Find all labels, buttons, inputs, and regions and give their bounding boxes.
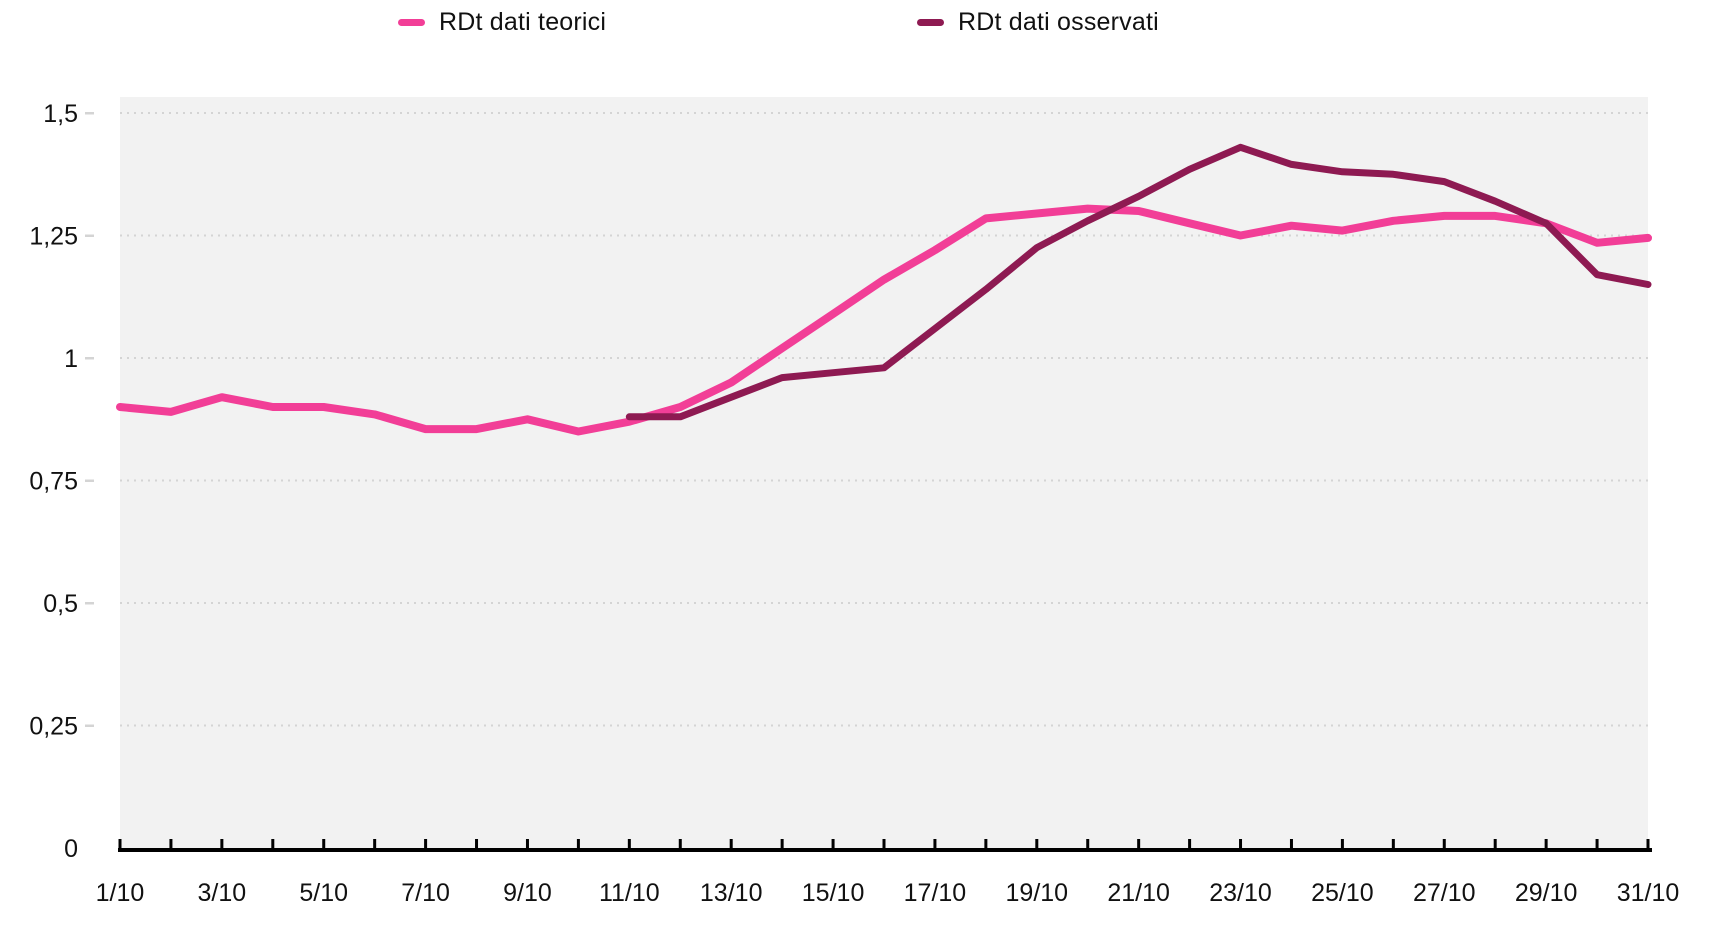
y-tick-label: 1,25 bbox=[29, 223, 78, 251]
legend-swatch-teorici bbox=[398, 18, 425, 26]
x-tick-label: 17/10 bbox=[904, 879, 967, 907]
x-axis bbox=[118, 848, 1652, 852]
y-tick bbox=[85, 112, 94, 115]
x-tick bbox=[1137, 839, 1141, 848]
x-tick-label: 7/10 bbox=[401, 879, 450, 907]
x-tick-label: 9/10 bbox=[503, 879, 552, 907]
legend-label-teorici: RDt dati teorici bbox=[439, 7, 607, 36]
x-tick-label: 1/10 bbox=[96, 879, 145, 907]
y-tick-label: 0,5 bbox=[43, 590, 78, 618]
x-tick bbox=[525, 839, 529, 848]
series-line-osservati bbox=[625, 143, 1652, 421]
x-tick bbox=[1289, 839, 1293, 848]
y-tick bbox=[85, 602, 94, 605]
x-tick-label: 31/10 bbox=[1617, 879, 1680, 907]
legend-label-osservati: RDt dati osservati bbox=[958, 7, 1159, 36]
x-tick bbox=[1442, 839, 1446, 848]
x-tick bbox=[373, 839, 377, 848]
x-tick-label: 27/10 bbox=[1413, 879, 1476, 907]
x-tick bbox=[424, 839, 428, 848]
x-tick-label: 25/10 bbox=[1311, 879, 1374, 907]
x-tick bbox=[1188, 839, 1192, 848]
x-tick bbox=[984, 839, 988, 848]
legend-item-osservati: RDt dati osservati bbox=[917, 6, 1159, 38]
y-tick-label: 1,5 bbox=[43, 100, 78, 128]
x-tick bbox=[169, 839, 173, 848]
y-tick-label: 0 bbox=[64, 835, 78, 863]
y-tick bbox=[85, 724, 94, 727]
y-tick bbox=[85, 357, 94, 360]
plot-background bbox=[120, 97, 1648, 852]
legend-item-teorici: RDt dati teorici bbox=[398, 6, 606, 38]
x-tick bbox=[882, 839, 886, 848]
x-tick bbox=[780, 839, 784, 848]
x-tick bbox=[1544, 839, 1548, 848]
x-tick bbox=[322, 839, 326, 848]
x-tick bbox=[627, 839, 631, 848]
x-tick-label: 29/10 bbox=[1515, 879, 1578, 907]
x-tick bbox=[1595, 839, 1599, 848]
x-tick bbox=[1493, 839, 1497, 848]
x-tick bbox=[933, 839, 937, 848]
x-tick-label: 21/10 bbox=[1107, 879, 1170, 907]
legend-swatch-osservati bbox=[917, 18, 944, 26]
x-tick bbox=[1035, 839, 1039, 848]
x-tick bbox=[220, 839, 224, 848]
x-tick bbox=[1086, 839, 1090, 848]
x-tick bbox=[1340, 839, 1344, 848]
x-tick bbox=[1646, 839, 1650, 848]
x-tick bbox=[1239, 839, 1243, 848]
x-tick-label: 5/10 bbox=[299, 879, 348, 907]
x-tick bbox=[475, 839, 479, 848]
y-tick-label: 0,25 bbox=[29, 713, 78, 741]
x-tick-label: 13/10 bbox=[700, 879, 763, 907]
x-tick-label: 11/10 bbox=[599, 879, 660, 907]
y-tick bbox=[85, 479, 94, 482]
x-tick bbox=[831, 839, 835, 848]
x-tick-label: 3/10 bbox=[198, 879, 247, 907]
y-tick bbox=[85, 234, 94, 237]
y-tick-label: 0,75 bbox=[29, 468, 78, 496]
x-tick bbox=[729, 839, 733, 848]
x-tick bbox=[678, 839, 682, 848]
x-tick-label: 23/10 bbox=[1209, 879, 1272, 907]
x-tick bbox=[1391, 839, 1395, 848]
x-tick bbox=[271, 839, 275, 848]
x-tick-label: 15/10 bbox=[802, 879, 865, 907]
series-line-teorici bbox=[116, 204, 1652, 436]
x-tick-label: 19/10 bbox=[1006, 879, 1069, 907]
x-tick bbox=[576, 839, 580, 848]
x-tick bbox=[118, 839, 122, 848]
y-tick-label: 1 bbox=[64, 345, 78, 373]
